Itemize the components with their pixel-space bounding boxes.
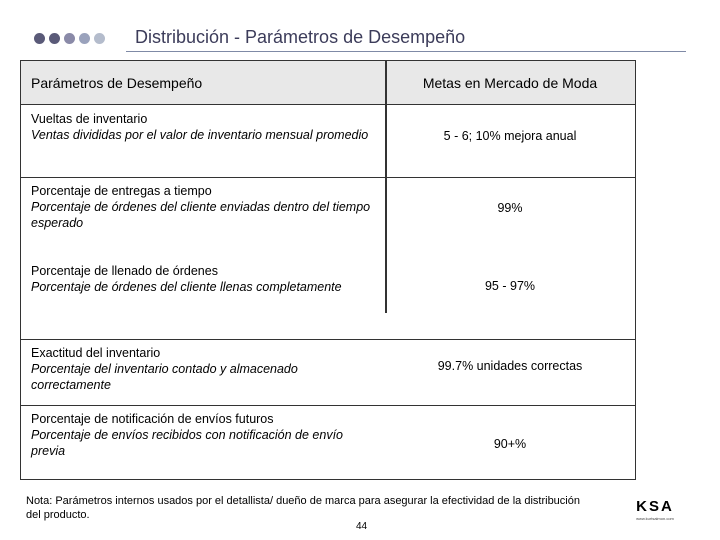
table-row: Porcentaje de llenado de órdenes Porcent…: [21, 257, 635, 340]
parameter-cell: Porcentaje de notificación de envíos fut…: [31, 411, 371, 459]
title-divider: [126, 51, 686, 52]
parameter-name: Exactitud del inventario: [31, 346, 161, 360]
slide-title: Distribución - Parámetros de Desempeño: [135, 27, 466, 47]
parameter-description: Porcentaje de órdenes del cliente enviad…: [31, 200, 371, 230]
parameter-name: Vueltas de inventario: [31, 112, 148, 126]
ksa-logo: KSA www.kurtsalmon.com: [622, 498, 688, 521]
logo-brand: KSA: [636, 498, 674, 515]
footnote: Nota: Parámetros internos usados por el …: [26, 495, 580, 521]
header-dot: [34, 33, 45, 44]
logo-site: www.kurtsalmon.com: [636, 516, 674, 521]
goal-value: 99.7% unidades correctas: [437, 359, 583, 373]
column-header-parameters: Parámetros de Desempeño: [21, 61, 385, 105]
metrics-table: Parámetros de Desempeño Metas en Mercado…: [20, 60, 636, 480]
parameter-name: Porcentaje de llenado de órdenes: [31, 264, 218, 278]
table-row: Vueltas de inventario Ventas divididas p…: [21, 105, 635, 178]
parameter-cell: Exactitud del inventario Porcentaje del …: [31, 345, 371, 393]
table-row: Exactitud del inventario Porcentaje del …: [21, 339, 635, 406]
parameter-cell: Vueltas de inventario Ventas divididas p…: [31, 111, 371, 143]
parameter-cell: Porcentaje de entregas a tiempo Porcenta…: [31, 183, 371, 231]
parameter-cell: Porcentaje de llenado de órdenes Porcent…: [31, 263, 371, 295]
goal-value: 95 - 97%: [484, 279, 536, 293]
goal-value: 5 - 6; 10% mejora anual: [443, 129, 577, 143]
parameter-description: Ventas divididas por el valor de inventa…: [31, 128, 369, 142]
parameter-name: Porcentaje de entregas a tiempo: [31, 184, 212, 198]
parameter-name: Porcentaje de notificación de envíos fut…: [31, 412, 274, 426]
parameter-description: Porcentaje de órdenes del cliente llenas…: [31, 280, 342, 294]
column-divider: [385, 61, 387, 313]
page-number: 44: [356, 521, 368, 532]
parameter-description: Porcentaje de envíos recibidos con notif…: [31, 428, 343, 458]
goal-value: 99%: [497, 201, 523, 215]
header-dots: [34, 33, 105, 44]
header-dot: [49, 33, 60, 44]
header-dot: [64, 33, 75, 44]
header-dot: [79, 33, 90, 44]
table-row: Porcentaje de entregas a tiempo Porcenta…: [21, 177, 635, 257]
parameter-description: Porcentaje del inventario contado y alma…: [31, 362, 298, 392]
header-dot: [94, 33, 105, 44]
table-row: Porcentaje de notificación de envíos fut…: [21, 405, 635, 479]
column-header-goals: Metas en Mercado de Moda: [385, 61, 635, 105]
goal-value: 90+%: [493, 437, 527, 451]
